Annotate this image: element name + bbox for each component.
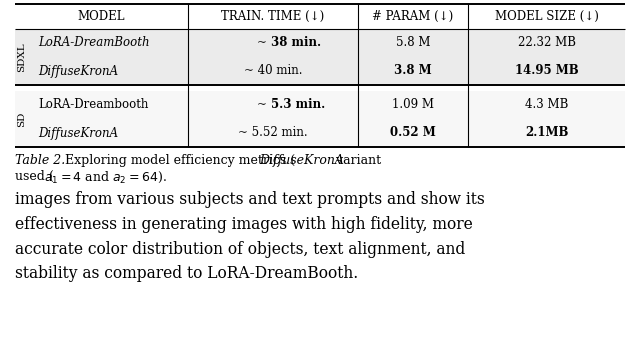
Text: Table 2.: Table 2. bbox=[15, 154, 65, 167]
Text: LoRA-DreamBooth: LoRA-DreamBooth bbox=[38, 36, 150, 49]
Bar bbox=[15, 91, 625, 119]
Text: DiffuseKronA: DiffuseKronA bbox=[38, 127, 118, 139]
Text: 14.95 MB: 14.95 MB bbox=[515, 64, 579, 78]
Text: SDXL: SDXL bbox=[17, 42, 26, 72]
Text: images from various subjects and text prompts and show its
effectiveness in gene: images from various subjects and text pr… bbox=[15, 191, 484, 282]
Text: LoRA-Dreambooth: LoRA-Dreambooth bbox=[38, 99, 148, 111]
Text: ~: ~ bbox=[257, 36, 271, 49]
Bar bbox=[15, 119, 625, 147]
Bar bbox=[15, 29, 625, 57]
Text: SD: SD bbox=[17, 111, 26, 127]
Text: 38 min.: 38 min. bbox=[271, 36, 321, 49]
Text: 2.1MB: 2.1MB bbox=[525, 127, 568, 139]
Text: variant: variant bbox=[332, 154, 381, 167]
Text: DiffuseKronA: DiffuseKronA bbox=[259, 154, 344, 167]
Text: 0.52 M: 0.52 M bbox=[390, 127, 436, 139]
Bar bbox=[15, 4, 625, 29]
Text: MODEL SIZE (↓): MODEL SIZE (↓) bbox=[495, 10, 598, 23]
Text: 5.8 M: 5.8 M bbox=[396, 36, 430, 49]
Text: $a_1 = 4$ and $a_2 = 64$).: $a_1 = 4$ and $a_2 = 64$). bbox=[44, 170, 167, 185]
Text: MODEL: MODEL bbox=[77, 10, 125, 23]
Text: # PARAM (↓): # PARAM (↓) bbox=[372, 10, 454, 23]
Text: 3.8 M: 3.8 M bbox=[394, 64, 432, 78]
Text: ~: ~ bbox=[257, 99, 271, 111]
Text: ~ 40 min.: ~ 40 min. bbox=[244, 64, 302, 78]
Text: ~ 5.52 min.: ~ 5.52 min. bbox=[238, 127, 308, 139]
Text: 1.09 M: 1.09 M bbox=[392, 99, 434, 111]
Text: TRAIN. TIME (↓): TRAIN. TIME (↓) bbox=[221, 10, 324, 23]
Bar bbox=[15, 57, 625, 85]
Text: DiffuseKronA: DiffuseKronA bbox=[38, 64, 118, 78]
Text: used (: used ( bbox=[15, 170, 54, 183]
Text: 4.3 MB: 4.3 MB bbox=[525, 99, 568, 111]
Text: 5.3 min.: 5.3 min. bbox=[271, 99, 325, 111]
Text: Exploring model efficiency metrics (: Exploring model efficiency metrics ( bbox=[61, 154, 295, 167]
Text: 22.32 MB: 22.32 MB bbox=[518, 36, 575, 49]
